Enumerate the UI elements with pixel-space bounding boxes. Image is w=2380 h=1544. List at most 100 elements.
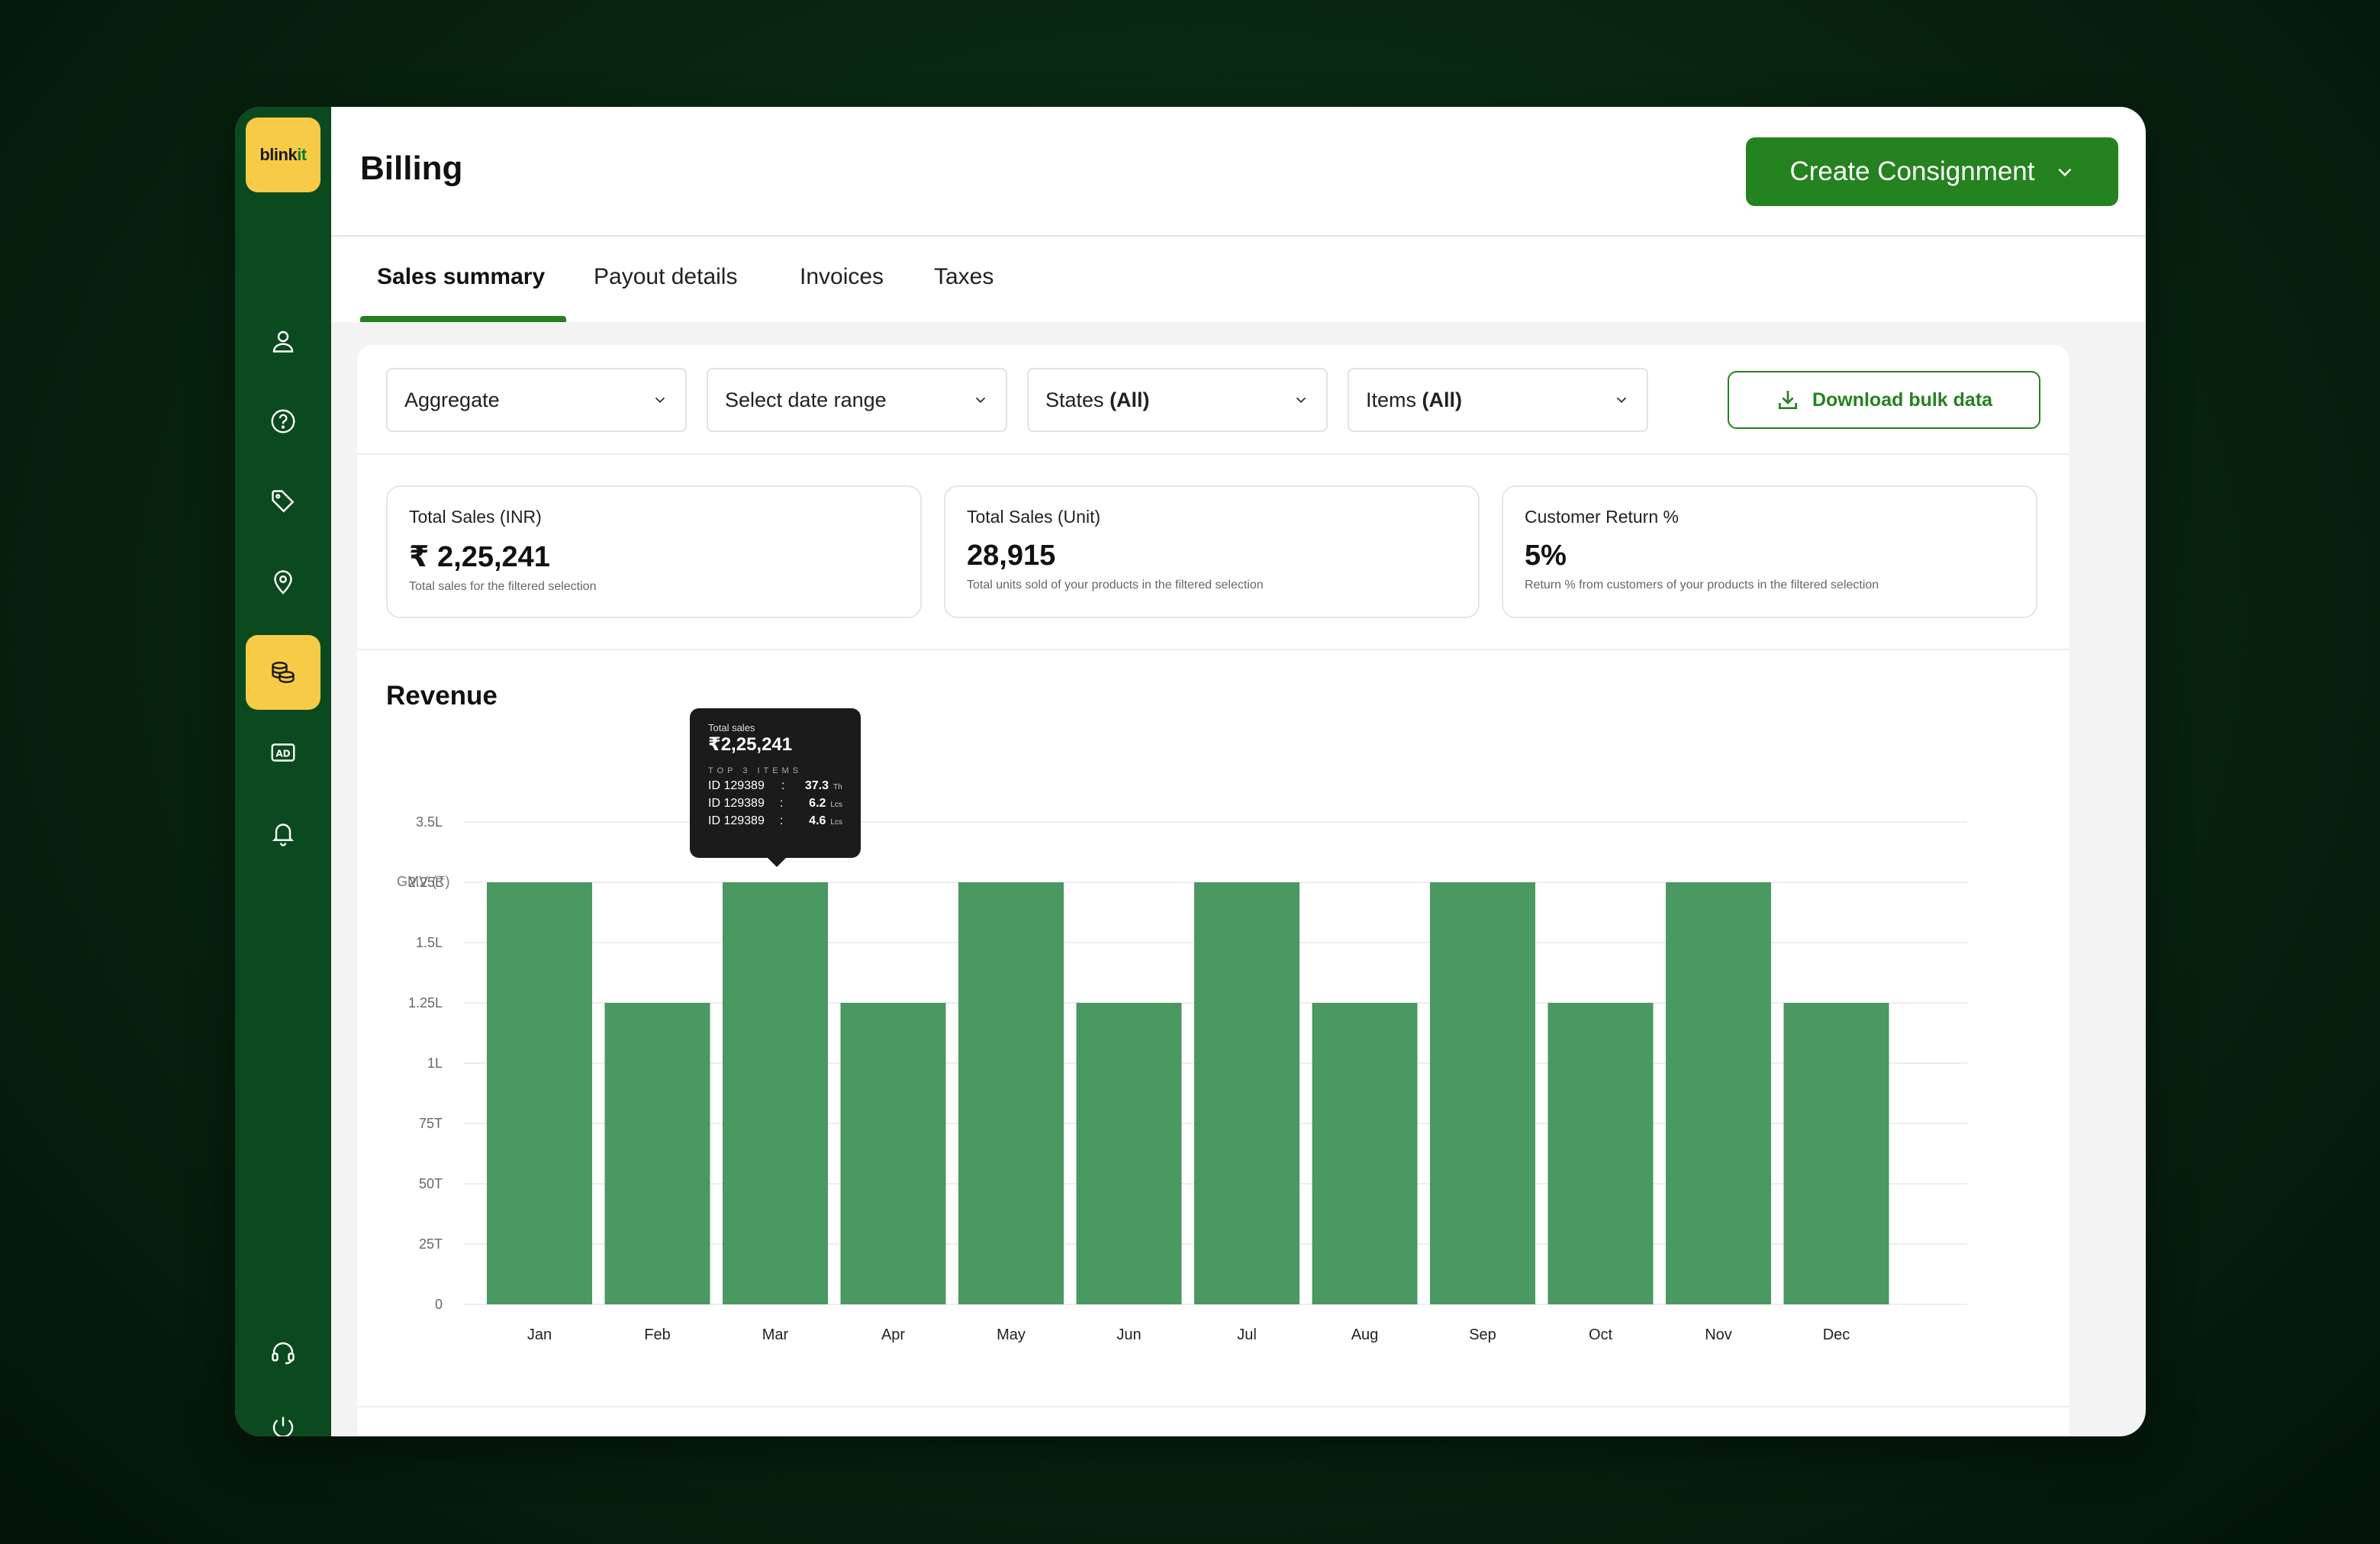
tooltip-label: Total sales	[708, 722, 755, 733]
bar-feb	[604, 1003, 710, 1304]
kpi-value: 28,915	[967, 540, 1056, 572]
y-tick-label: 75T	[419, 1116, 443, 1131]
tab-taxes[interactable]: Taxes	[934, 264, 994, 289]
tooltip-row: ID 129389 : 4.6 Lcs	[708, 814, 842, 828]
divider	[357, 649, 2069, 650]
tooltip-item-id: ID 129389	[708, 814, 765, 827]
kpi-value: 5%	[1525, 540, 1567, 572]
tooltip-value: ₹2,25,241	[708, 734, 793, 755]
kpi-card-total-sales-inr: Total Sales (INR) ₹ 2,25,241 Total sales…	[386, 485, 922, 618]
x-tick-label: Oct	[1589, 1326, 1613, 1343]
revenue-chart: GMV (₹) 0 25T 50T 75T 1L 1.25L 1.5L 2.25L 3.5L Jan…	[397, 814, 1967, 1343]
tab-bar: Sales summary Payout details Invoices Ta…	[331, 237, 2146, 322]
logo-text: blink	[259, 145, 298, 164]
tooltip-item-value: 6.2	[809, 797, 826, 810]
svg-text:AD: AD	[275, 748, 290, 759]
ad-icon: AD	[271, 743, 295, 762]
states-value: (All)	[1109, 388, 1150, 411]
tooltip-heading: TOP 3 ITEMS	[708, 766, 803, 775]
x-tick-label: Nov	[1705, 1326, 1732, 1343]
chart-tooltip: Total sales ₹2,25,241 TOP 3 ITEMS ID 129…	[690, 708, 861, 867]
x-tick-label: Aug	[1351, 1326, 1379, 1343]
page-title: Billing	[360, 150, 463, 187]
tag-icon	[272, 490, 295, 513]
y-tick-label: 0	[435, 1297, 443, 1312]
app-window: blink it AD	[235, 107, 2146, 1436]
user-icon	[272, 330, 294, 353]
download-icon	[1778, 391, 1797, 409]
x-tick-label: Feb	[644, 1326, 670, 1343]
bar-jan	[487, 882, 592, 1304]
tooltip-item-value: 4.6	[809, 814, 826, 827]
download-bulk-data-button[interactable]: Download bulk data	[1728, 371, 2040, 429]
bar-aug	[1312, 1003, 1418, 1304]
tab-invoices[interactable]: Invoices	[800, 264, 884, 289]
bar-nov	[1666, 882, 1771, 1304]
aggregate-dropdown[interactable]: Aggregate	[386, 368, 687, 432]
kpi-label: Customer Return %	[1525, 507, 1679, 527]
sidebar-item-billing[interactable]	[246, 635, 320, 710]
tab-payout-details[interactable]: Payout details	[594, 264, 738, 289]
y-tick-label: 50T	[419, 1176, 443, 1191]
y-tick-label: 1L	[427, 1056, 443, 1071]
blinkit-logo[interactable]: blink it	[246, 118, 320, 192]
sidebar-item-ads[interactable]: AD	[246, 715, 320, 790]
divider	[357, 1406, 2069, 1407]
items-dropdown[interactable]: Items (All)	[1348, 368, 1648, 432]
kpi-card-customer-return: Customer Return % 5% Return % from custo…	[1502, 485, 2037, 618]
kpi-subtext: Return % from customers of your products…	[1525, 579, 1879, 591]
chevron-down-icon	[1296, 397, 1306, 404]
tooltip-item-unit: Th	[833, 783, 842, 791]
sidebar-item-notifications[interactable]	[246, 795, 320, 870]
date-range-dropdown[interactable]: Select date range	[707, 368, 1007, 432]
items-label: Items	[1366, 388, 1417, 411]
date-range-value: Select date range	[725, 388, 887, 411]
kpi-label: Total Sales (Unit)	[967, 507, 1101, 527]
bar-may	[958, 882, 1064, 1304]
x-tick-label: Sep	[1469, 1326, 1496, 1343]
bar-mar	[723, 882, 828, 1304]
tooltip-separator: :	[781, 779, 785, 792]
tab-sales-summary[interactable]: Sales summary	[377, 264, 546, 289]
sidebar: blink it AD	[235, 107, 331, 1436]
tooltip-item-unit: Lcs	[830, 818, 842, 827]
bell-icon	[272, 824, 295, 846]
tooltip-separator: :	[779, 797, 784, 810]
x-tick-label: Jul	[1237, 1326, 1257, 1343]
aggregate-value: Aggregate	[404, 388, 500, 411]
sidebar-item-profile[interactable]	[246, 304, 320, 379]
y-axis-label: GMV (₹)	[397, 874, 449, 889]
kpi-subtext: Total sales for the filtered selection	[409, 580, 597, 593]
y-tick-label: 1.5L	[416, 935, 443, 950]
y-tick-label: 3.5L	[416, 814, 443, 830]
billing-coins-icon	[272, 662, 295, 683]
bar-jun	[1076, 1003, 1182, 1304]
headset-icon	[272, 1342, 295, 1365]
kpi-subtext: Total units sold of your products in the…	[967, 579, 1264, 591]
sidebar-item-offers[interactable]	[246, 464, 320, 539]
sales-summary-card: Aggregate Select date range States (All)…	[357, 345, 2069, 1436]
tooltip-item-id: ID 129389	[708, 779, 765, 792]
main-content: Billing Create Consignment Sales summary…	[331, 107, 2146, 1436]
chevron-down-icon	[975, 397, 986, 404]
states-label: States	[1045, 388, 1104, 411]
bar-sep	[1430, 882, 1535, 1304]
tooltip-row: ID 129389 : 37.3 Th	[708, 779, 842, 793]
tooltip-separator: :	[779, 814, 784, 827]
divider	[357, 453, 2069, 455]
y-tick-label: 2.25L	[408, 875, 443, 890]
chevron-down-icon	[2057, 168, 2072, 177]
sidebar-item-locations[interactable]	[246, 544, 320, 619]
sidebar-item-logout[interactable]	[246, 1390, 320, 1436]
states-dropdown[interactable]: States (All)	[1027, 368, 1328, 432]
y-tick-label: 1.25L	[408, 995, 443, 1011]
sidebar-item-help[interactable]	[246, 384, 320, 459]
tooltip-item-id: ID 129389	[708, 797, 765, 810]
create-consignment-button[interactable]: Create Consignment	[1746, 137, 2118, 206]
x-tick-label: Jun	[1116, 1326, 1141, 1343]
power-icon	[272, 1417, 294, 1436]
kpi-card-total-sales-unit: Total Sales (Unit) 28,915 Total units so…	[944, 485, 1480, 618]
items-value: (All)	[1422, 388, 1463, 411]
sidebar-item-support[interactable]	[246, 1315, 320, 1390]
active-tab-indicator	[360, 316, 566, 322]
